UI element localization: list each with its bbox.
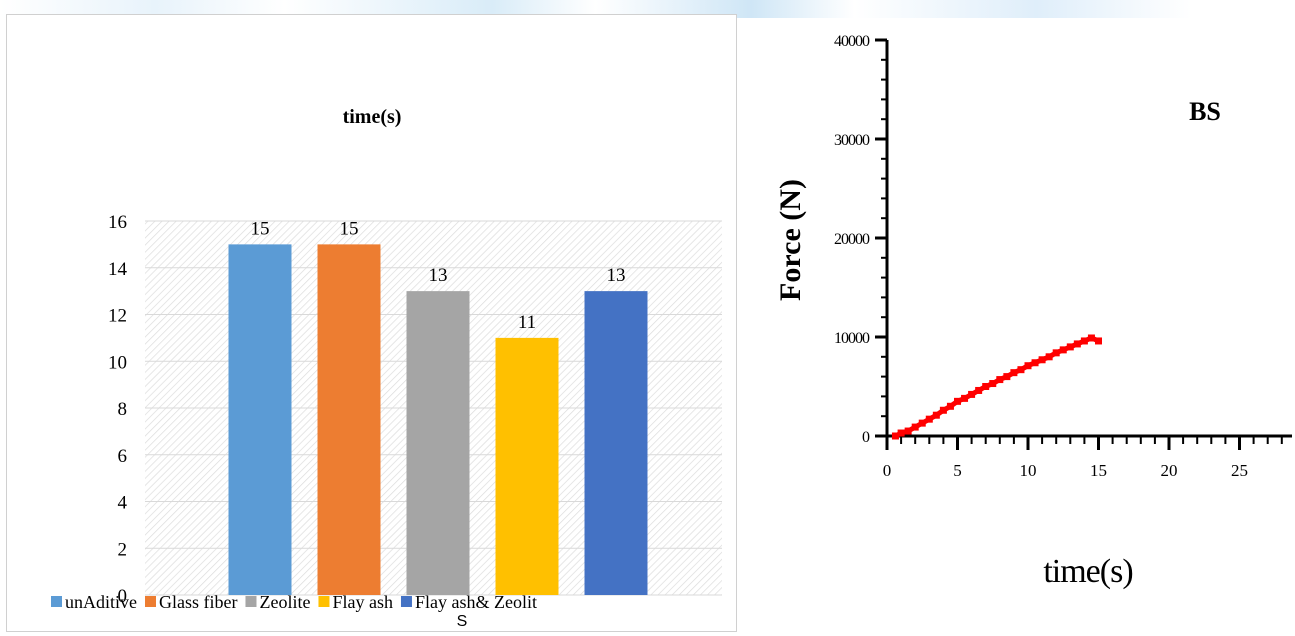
bar-data-label: 15 [251, 218, 270, 239]
line-y-tick-label: 0 [862, 429, 870, 446]
bar-chart-panel: time(s) 0 2 4 6 8 10 12 14 16 15 15 13 11 13 unAditi… [6, 14, 737, 632]
force-point [932, 411, 940, 419]
force-point [1095, 337, 1102, 345]
bar-data-label: 11 [518, 312, 536, 333]
force-point [1052, 349, 1060, 357]
bar-y-tick-label: 8 [118, 399, 128, 420]
line-x-tick-label: 0 [883, 461, 892, 480]
force-point [1017, 366, 1025, 374]
line-axes [875, 38, 1292, 450]
legend-swatch [400, 596, 412, 607]
bar-chart-title: time(s) [343, 106, 402, 128]
line-x-tick-label: 10 [1020, 461, 1037, 480]
line-x-tick-labels: 0 5 10 15 20 25 [883, 461, 1248, 480]
force-point [925, 415, 933, 423]
legend-entry-label: unAditive [65, 592, 137, 612]
bar [317, 244, 381, 595]
line-y-tick-labels: 0 10000 20000 30000 40000 [834, 33, 871, 446]
line-x-axis-label: time(s) [1043, 553, 1132, 590]
bar-data-labels: 15 15 13 11 13 [251, 218, 626, 333]
line-y-tick-label: 30000 [834, 132, 870, 149]
bar-y-tick-label: 16 [108, 212, 127, 233]
force-point [946, 402, 954, 410]
force-series-points [891, 334, 1102, 440]
force-point [1038, 356, 1046, 364]
force-point [939, 406, 947, 414]
bar-y-tick-label: 4 [118, 493, 128, 514]
bar [584, 291, 648, 595]
force-point [954, 397, 961, 405]
force-point [897, 429, 905, 437]
force-point [1087, 334, 1095, 342]
bar-series [228, 244, 648, 595]
force-point [1024, 362, 1032, 370]
legend-swatch [318, 596, 330, 607]
bar [406, 291, 470, 595]
force-point [904, 427, 912, 435]
bar-y-tick-label: 12 [108, 306, 127, 327]
force-point [1080, 337, 1088, 345]
force-point [1031, 359, 1039, 367]
line-y-axis-label: Force (N) [774, 179, 807, 301]
line-x-tick-label: 15 [1090, 461, 1107, 480]
force-point [911, 423, 919, 431]
line-y-tick-label: 20000 [834, 231, 870, 248]
legend-entry-label: Glass fiber [159, 592, 237, 612]
force-point [1073, 340, 1081, 348]
bar-y-tick-label: 0 [118, 586, 128, 607]
bar-legend: unAditive Glass fiber Zeolite Flay ash Flay … [51, 592, 537, 612]
bar-data-label: 15 [340, 218, 359, 239]
force-point [1010, 369, 1018, 377]
bar-data-label: 13 [607, 265, 626, 286]
force-point [961, 394, 969, 402]
legend-swatch [245, 596, 257, 607]
legend-entry-label: Flay ash [332, 592, 393, 612]
bar-y-tick-label: 2 [118, 539, 128, 560]
line-y-tick-label: 10000 [834, 330, 870, 347]
legend-entry-label: Zeolite [259, 592, 310, 612]
bar-y-tick-label: 6 [118, 446, 128, 467]
force-point [975, 386, 983, 394]
force-point [891, 432, 899, 440]
force-point [968, 390, 976, 398]
bar [228, 244, 292, 595]
bar [495, 337, 559, 595]
line-y-tick-label: 40000 [834, 33, 870, 50]
bar-data-label: 13 [429, 265, 448, 286]
bs-annotation: BS [1189, 97, 1221, 126]
line-x-tick-label: 25 [1231, 461, 1248, 480]
top-decorative-strip [0, 0, 1295, 18]
line-x-tick-label: 20 [1161, 461, 1178, 480]
force-point [1003, 373, 1011, 381]
force-point [1066, 343, 1074, 351]
force-point [918, 419, 926, 427]
bar-y-tick-label: 14 [108, 259, 128, 280]
bar-y-tick-labels: 0 2 4 6 8 10 12 14 16 [108, 212, 128, 607]
force-point [996, 376, 1004, 384]
legend-entry-label: Flay ash& Zeolit [415, 592, 537, 612]
bar-y-tick-label: 10 [108, 352, 127, 373]
force-point [1059, 346, 1067, 354]
force-point [1045, 353, 1053, 361]
force-point [982, 383, 990, 390]
legend-swatch [51, 596, 62, 607]
force-time-chart: 0 5 10 15 20 25 0 10000 20000 30000 40000 BS time… [774, 33, 1292, 590]
force-point [989, 380, 997, 388]
legend-continuation-text: S [457, 613, 468, 630]
legend-swatch [145, 596, 156, 607]
bar-chart: time(s) 0 2 4 6 8 10 12 14 16 15 15 13 11 13 unAditi… [51, 106, 722, 630]
line-x-tick-label: 5 [953, 461, 962, 480]
